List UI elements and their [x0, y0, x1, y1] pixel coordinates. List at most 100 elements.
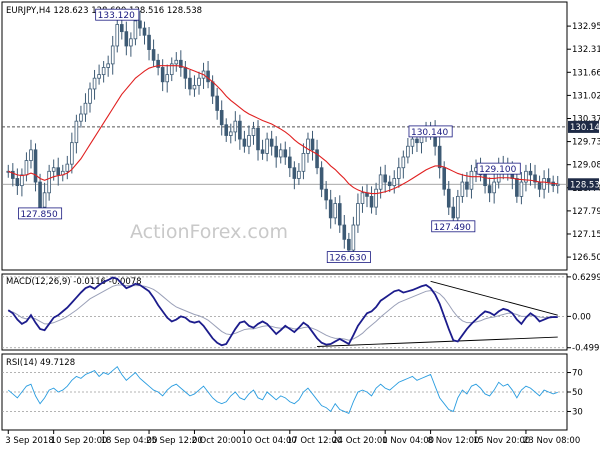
moving-average-line	[8, 65, 558, 195]
candle-body	[256, 127, 260, 151]
y-tick-label: 127.150	[572, 230, 600, 240]
candle-body	[442, 167, 447, 190]
rsi-line	[7, 365, 558, 415]
candle-body	[129, 38, 133, 47]
candle-body	[451, 206, 456, 219]
candle-body	[301, 153, 306, 172]
rsi-header: RSI(14) 49.7128	[6, 358, 75, 368]
y-tick-label: 30	[572, 407, 583, 417]
candle-body	[147, 34, 151, 50]
candle-body	[437, 145, 442, 169]
candle-body	[483, 174, 487, 187]
macd-series	[7, 276, 558, 347]
price-annotation-label: 129.100	[479, 165, 516, 175]
candle-body	[206, 70, 210, 83]
candle-body	[138, 20, 142, 29]
candle-body	[265, 138, 269, 154]
candle-body	[351, 224, 356, 251]
price-annotation-label: 133.120	[98, 11, 135, 21]
x-tick-label: 15 Nov 20:00	[473, 436, 530, 446]
candle-body	[415, 138, 419, 144]
candle-body	[65, 163, 70, 172]
candle-body	[151, 49, 156, 61]
candle-body	[115, 24, 120, 47]
candle-body	[396, 167, 401, 179]
candle-body	[278, 149, 283, 158]
y-tick-label: 130.375	[572, 114, 600, 124]
candle-body	[133, 20, 138, 40]
candle-body	[460, 181, 465, 197]
macd-line	[7, 276, 558, 347]
resistance-price-label: 130.140	[570, 123, 600, 133]
candle-body	[83, 102, 88, 115]
candle-body	[555, 183, 560, 187]
price-annotation-box	[95, 8, 140, 21]
candle-body	[228, 131, 233, 136]
last-price-label: 128.538	[570, 180, 600, 190]
candle-body	[528, 170, 533, 176]
x-tick-label: 8 Nov 12:00	[428, 436, 480, 446]
candle-body	[38, 181, 42, 208]
candle-body	[192, 84, 197, 90]
price-series	[6, 10, 560, 261]
y-tick-label: 132.310	[572, 45, 600, 55]
candle-body	[88, 88, 92, 104]
candle-body	[410, 138, 415, 147]
candle-body	[101, 67, 106, 76]
candle-body	[20, 174, 24, 187]
candle-body	[79, 113, 83, 122]
candle-body	[106, 63, 110, 68]
price-annotation-box	[408, 125, 453, 138]
candle-body	[360, 192, 365, 204]
x-tick-label: 1 Nov 04:00	[382, 436, 434, 446]
macd-panel: MACD(12,26,9) -0.0116 -0.0078 0.6299 0.00…	[1, 273, 600, 354]
price-annotation-box	[326, 251, 371, 264]
candle-body	[297, 170, 301, 179]
candle-body	[70, 142, 74, 165]
x-tick-label: 3 Sep 2018	[5, 436, 53, 446]
candle-body	[306, 138, 310, 154]
candle-body	[247, 135, 251, 147]
price-annotation-box	[476, 162, 521, 175]
price-annotation-label: 130.140	[411, 128, 448, 138]
rsi-panel: RSI(14) 49.7128 70 50 30	[1, 353, 583, 431]
candle-body	[542, 178, 546, 190]
candle-body	[179, 59, 183, 68]
candle-body	[533, 174, 537, 183]
candle-body	[374, 188, 378, 208]
candle-body	[378, 174, 383, 190]
candle-body	[24, 160, 29, 176]
rsi-series	[7, 365, 558, 415]
candle-body	[29, 149, 33, 161]
candle-body	[342, 224, 347, 240]
y-tick-label: 132.955	[572, 22, 600, 32]
candle-body	[11, 170, 15, 179]
y-tick-label: 126.505	[572, 253, 600, 263]
price-y-axis: 132.955 132.310 131.665 131.020 130.375 129.7…	[567, 22, 600, 263]
candle-body	[524, 170, 528, 183]
candle-body	[260, 149, 265, 154]
candle-body	[238, 120, 242, 140]
macd-trendline-upper	[430, 280, 558, 316]
candle-body	[292, 167, 297, 179]
candle-body	[333, 203, 338, 219]
price-annotations: 133.120 127.850 126.630 130.140 127.490 129.1…	[18, 8, 521, 264]
candle-body	[110, 45, 115, 65]
candle-body	[156, 59, 160, 68]
candle-body	[210, 81, 215, 97]
candle-body	[197, 77, 201, 86]
candle-body	[487, 185, 492, 194]
macd-header: MACD(12,26,9) -0.0116 -0.0078	[6, 277, 142, 287]
candle-body	[515, 178, 519, 197]
candle-body	[283, 149, 288, 158]
x-tick-label: 2 Oct 20:00	[191, 436, 241, 446]
candle-body	[328, 199, 333, 219]
resistance-price-box	[568, 120, 599, 133]
macd-panel-frame	[1, 273, 568, 351]
macd-y-axis: 0.6299 0.00 -0.4997	[2, 273, 600, 354]
candle-body	[224, 124, 229, 136]
y-tick-label: 129.730	[572, 138, 600, 148]
candle-body	[337, 203, 342, 226]
candle-body	[97, 74, 101, 79]
candle-body	[392, 178, 397, 187]
